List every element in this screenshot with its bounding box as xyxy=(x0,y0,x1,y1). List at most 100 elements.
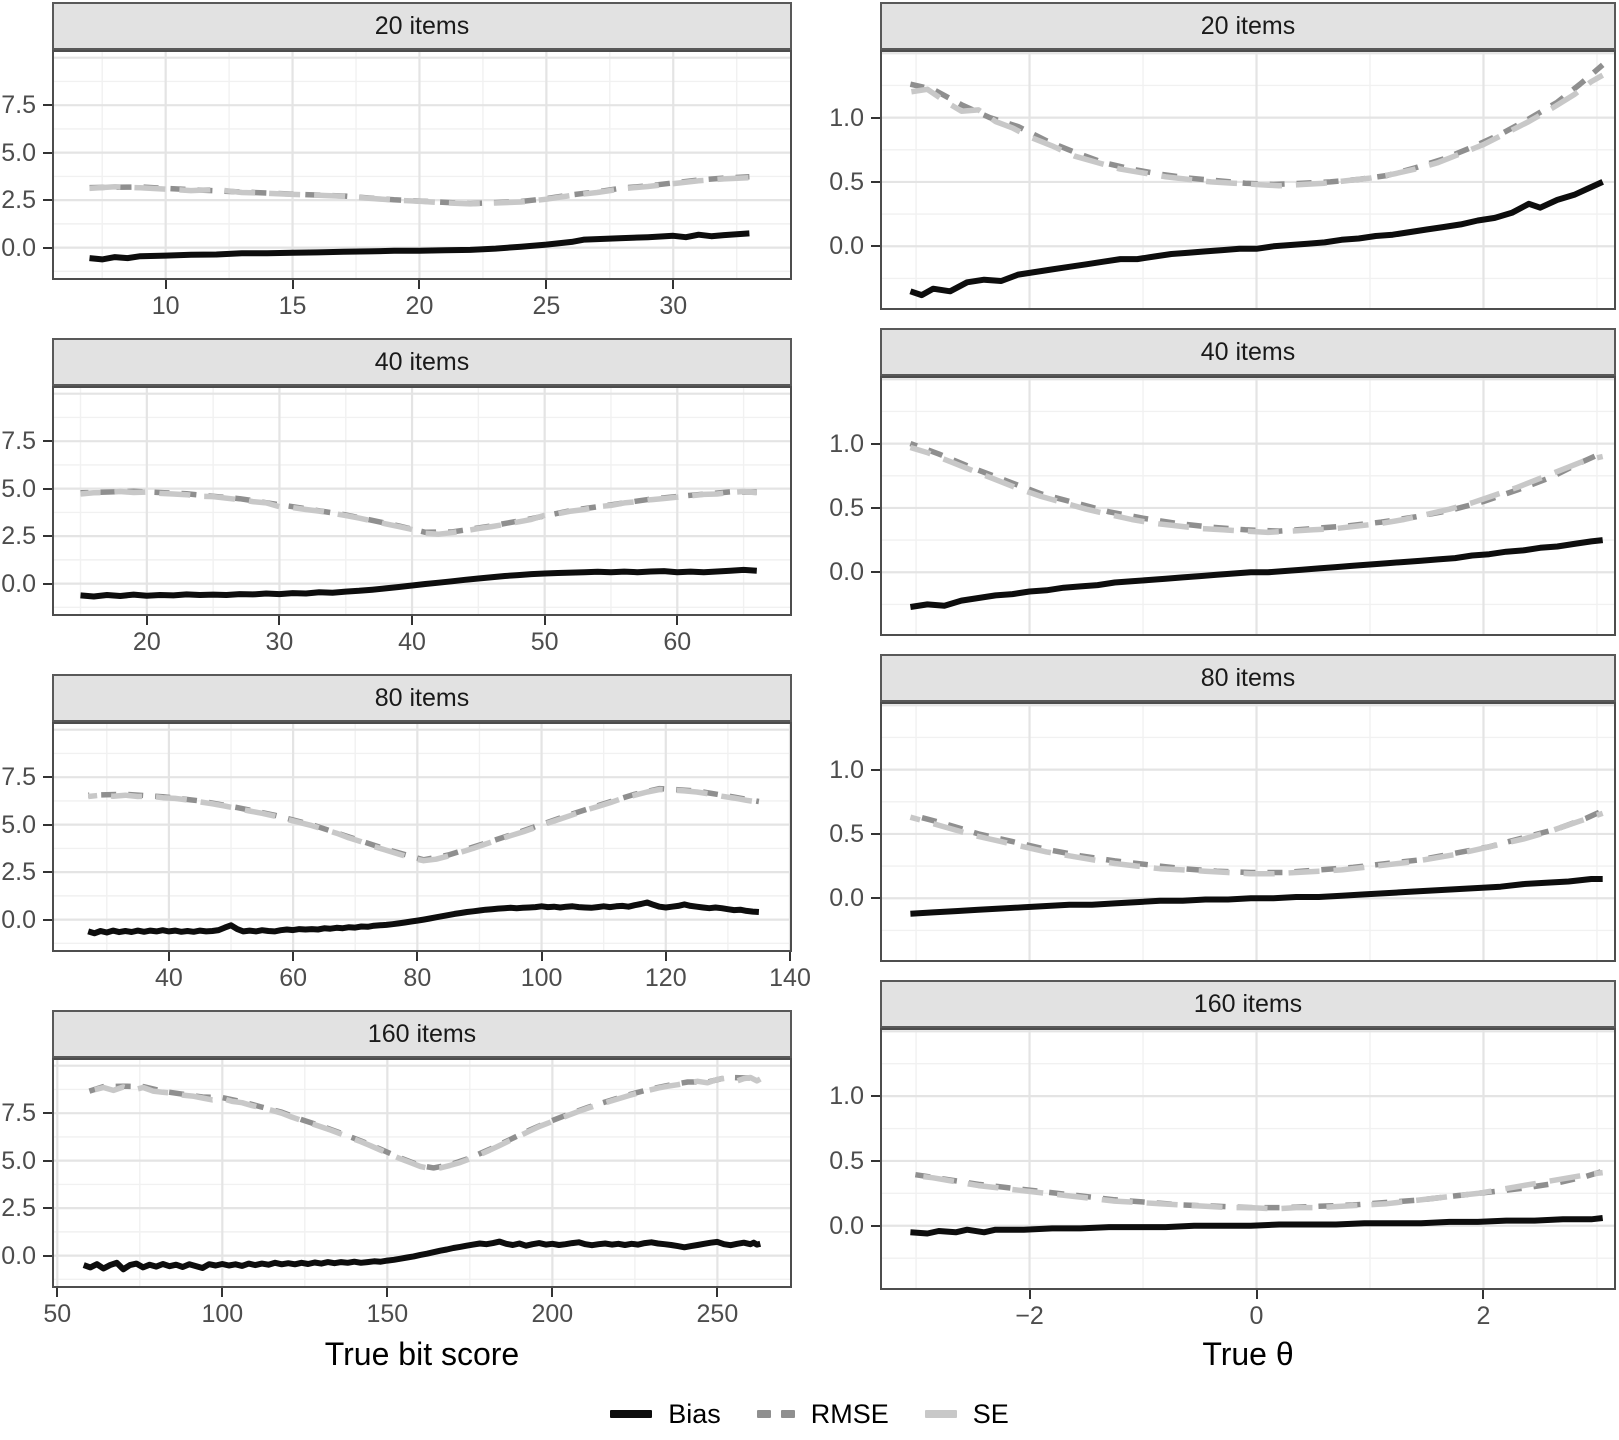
facet-strip: 20 items xyxy=(880,2,1616,50)
y-tick-label: 7.5 xyxy=(1,427,36,456)
y-tick-label: 0.5 xyxy=(829,167,864,196)
y-tick xyxy=(43,246,52,249)
y-tick-label: 0.0 xyxy=(1,1241,36,1270)
y-tick-label: 2.5 xyxy=(1,522,36,551)
panel-canvas xyxy=(54,724,790,950)
bias-line xyxy=(82,1238,762,1273)
y-tick-label: 0.5 xyxy=(829,493,864,522)
y-tick-label: 0.0 xyxy=(829,558,864,587)
x-tick-label: 10 xyxy=(151,292,180,320)
plot-panel xyxy=(52,1058,792,1288)
legend-label-bias: Bias xyxy=(668,1398,721,1429)
se-dash-swatch-icon xyxy=(924,1410,957,1418)
y-tick-label: 1.0 xyxy=(829,755,864,784)
y-tick xyxy=(871,506,880,509)
plot-panel xyxy=(52,50,792,280)
bias-line xyxy=(910,1215,1604,1237)
x-tick-label: 40 xyxy=(154,964,183,992)
x-tick xyxy=(221,1288,224,1297)
y-tick xyxy=(871,245,880,248)
legend-item-bias: Bias xyxy=(610,1399,721,1430)
x-tick-label: 250 xyxy=(696,1300,739,1328)
y-tick xyxy=(871,1224,880,1227)
x-tick xyxy=(278,616,281,625)
x-tick-label: 100 xyxy=(520,964,563,992)
x-tick-label: −2 xyxy=(1015,1302,1044,1330)
plot-panel xyxy=(52,722,792,952)
y-tick-label: 0.0 xyxy=(1,569,36,598)
se-line xyxy=(909,444,1604,536)
y-tick xyxy=(43,871,52,874)
y-tick-label: 0.0 xyxy=(829,232,864,261)
se-line xyxy=(87,786,760,864)
x-tick xyxy=(167,952,170,961)
x-tick xyxy=(418,280,421,289)
se-line xyxy=(910,1169,1604,1212)
plot-panel xyxy=(880,1028,1616,1290)
y-tick xyxy=(43,487,52,490)
facet-strip-label: 160 items xyxy=(1193,989,1303,1018)
facet-strip-label: 40 items xyxy=(374,347,470,376)
se-line xyxy=(89,174,750,207)
x-tick-label: 150 xyxy=(366,1300,409,1328)
legend: Bias RMSE SE xyxy=(0,1392,1619,1436)
x-axis-title-left: True bit score xyxy=(324,1336,520,1372)
plot-panel xyxy=(880,702,1616,962)
x-tick xyxy=(543,616,546,625)
y-tick xyxy=(871,1159,880,1162)
facet-strip: 40 items xyxy=(52,338,792,386)
x-tick xyxy=(540,952,543,961)
x-tick xyxy=(716,1288,719,1297)
x-tick-label: 20 xyxy=(405,292,434,320)
x-tick xyxy=(291,280,294,289)
plot-panel xyxy=(880,50,1616,310)
y-tick-label: 0.0 xyxy=(1,905,36,934)
facet-strip: 80 items xyxy=(880,654,1616,702)
x-tick xyxy=(164,280,167,289)
panel-canvas xyxy=(882,1030,1614,1288)
y-tick xyxy=(43,440,52,443)
y-tick xyxy=(871,1095,880,1098)
plot-panel xyxy=(52,386,792,616)
y-tick-label: 0.5 xyxy=(829,1146,864,1175)
rmse-line xyxy=(909,62,1605,188)
x-tick xyxy=(676,616,679,625)
x-tick xyxy=(292,952,295,961)
x-tick-label: 60 xyxy=(279,964,308,992)
facet-strip-label: 20 items xyxy=(1200,11,1296,40)
x-tick-label: 0 xyxy=(1249,1302,1264,1330)
legend-label-se: SE xyxy=(972,1398,1009,1429)
y-tick xyxy=(43,1254,52,1257)
x-tick xyxy=(56,1288,59,1297)
x-tick-label: 200 xyxy=(531,1300,574,1328)
y-tick xyxy=(43,1112,52,1115)
x-tick xyxy=(411,616,414,625)
panel-canvas xyxy=(882,378,1614,634)
y-tick-label: 7.5 xyxy=(1,763,36,792)
x-tick xyxy=(145,616,148,625)
x-tick-label: 2 xyxy=(1476,1302,1491,1330)
x-tick xyxy=(1028,1290,1031,1299)
y-tick-label: 5.0 xyxy=(1,474,36,503)
plot-panel xyxy=(880,376,1616,636)
se-line xyxy=(909,810,1604,877)
y-tick-label: 2.5 xyxy=(1,186,36,215)
x-tick xyxy=(1482,1290,1485,1299)
y-tick xyxy=(43,823,52,826)
y-tick-label: 0.0 xyxy=(829,884,864,913)
x-tick xyxy=(386,1288,389,1297)
facet-strip: 160 items xyxy=(880,980,1616,1028)
se-line xyxy=(909,72,1605,189)
y-tick xyxy=(43,918,52,921)
x-tick-label: 50 xyxy=(43,1300,72,1328)
x-tick-label: 50 xyxy=(530,628,559,656)
y-tick-label: 0.0 xyxy=(1,233,36,262)
x-tick xyxy=(1255,1290,1258,1299)
bias-line xyxy=(87,899,760,937)
x-tick xyxy=(664,952,667,961)
panel-canvas xyxy=(882,704,1614,960)
bias-line-swatch-icon xyxy=(610,1410,653,1418)
y-tick-label: 2.5 xyxy=(1,1194,36,1223)
y-tick xyxy=(43,582,52,585)
bias-line xyxy=(909,537,1604,610)
